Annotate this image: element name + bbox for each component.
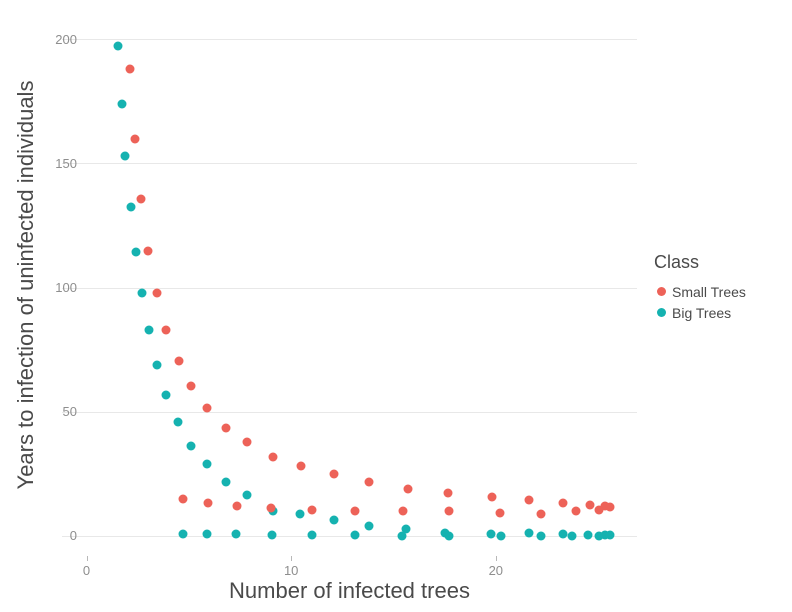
legend: Class Small Trees Big Trees	[652, 252, 746, 323]
y-tick-label: 100	[55, 280, 77, 296]
data-point-big-trees	[444, 531, 454, 541]
data-point-big-trees	[202, 459, 212, 469]
data-point-small-trees	[161, 325, 171, 335]
data-point-big-trees	[594, 531, 604, 541]
data-point-small-trees	[329, 469, 339, 479]
gridline-y-50	[62, 411, 637, 413]
data-point-big-trees	[536, 531, 546, 541]
legend-title: Class	[654, 252, 700, 272]
data-point-small-trees	[178, 494, 188, 504]
y-tick-label: 50	[62, 404, 77, 420]
data-point-small-trees	[125, 64, 135, 74]
x-tick-label: 20	[488, 563, 504, 578]
data-point-big-trees	[186, 441, 196, 451]
data-point-small-trees	[268, 452, 278, 462]
data-point-small-trees	[585, 500, 595, 510]
data-point-big-trees	[267, 530, 277, 540]
data-point-big-trees	[558, 529, 568, 539]
data-point-big-trees	[583, 530, 593, 540]
data-point-big-trees	[605, 530, 615, 540]
legend-item-label: Big Trees	[672, 304, 732, 321]
data-point-small-trees	[594, 505, 604, 515]
data-point-big-trees	[242, 490, 252, 500]
y-tick-label: 200	[55, 31, 77, 47]
data-point-big-trees	[295, 509, 305, 519]
data-point-small-trees	[444, 506, 454, 516]
data-point-big-trees	[524, 528, 534, 538]
data-point-small-trees	[605, 502, 615, 512]
data-point-big-trees	[364, 521, 374, 531]
data-point-small-trees	[307, 505, 317, 515]
x-tick-mark	[86, 556, 88, 561]
data-point-small-trees	[350, 506, 360, 516]
data-point-big-trees	[144, 325, 154, 335]
x-tick-mark	[495, 556, 497, 561]
data-point-big-trees	[350, 530, 360, 540]
data-point-big-trees	[178, 529, 188, 539]
gridline-y-100	[62, 287, 637, 289]
gridline-y-200	[62, 39, 637, 41]
gridline-y-150	[62, 163, 637, 165]
data-point-small-trees	[232, 501, 242, 511]
data-point-small-trees	[571, 506, 581, 516]
data-point-small-trees	[398, 506, 408, 516]
data-point-small-trees	[221, 423, 231, 433]
y-tick-label: 0	[69, 528, 77, 544]
data-point-big-trees	[120, 151, 130, 161]
data-point-big-trees	[137, 288, 147, 298]
data-point-big-trees	[231, 529, 241, 539]
data-point-small-trees	[495, 508, 505, 518]
data-point-small-trees	[536, 509, 546, 519]
data-point-big-trees	[397, 531, 407, 541]
data-point-small-trees	[487, 492, 497, 502]
data-point-big-trees	[329, 515, 339, 525]
legend-item-small-trees[interactable]: Small Trees	[652, 281, 746, 302]
x-tick-label: 10	[283, 563, 299, 578]
small-trees-marker-icon	[657, 287, 666, 296]
data-point-small-trees	[202, 403, 212, 413]
data-point-big-trees	[567, 531, 577, 541]
data-point-small-trees	[136, 194, 146, 204]
data-point-small-trees	[186, 381, 196, 391]
data-point-small-trees	[266, 503, 276, 513]
data-point-big-trees	[307, 530, 317, 540]
data-point-big-trees	[496, 531, 506, 541]
data-point-big-trees	[126, 202, 136, 212]
data-point-small-trees	[364, 477, 374, 487]
data-point-small-trees	[203, 498, 213, 508]
data-point-small-trees	[143, 246, 153, 256]
data-point-big-trees	[161, 390, 171, 400]
data-point-big-trees	[173, 417, 183, 427]
data-point-small-trees	[130, 134, 140, 144]
big-trees-marker-icon	[657, 308, 666, 317]
data-point-small-trees	[242, 437, 252, 447]
x-tick-mark	[291, 556, 293, 561]
y-tick-label: 150	[55, 155, 77, 171]
data-point-big-trees	[401, 524, 411, 534]
x-tick-label: 0	[82, 563, 91, 578]
data-point-small-trees	[403, 484, 413, 494]
gridline-y-0	[62, 535, 637, 537]
legend-item-big-trees[interactable]: Big Trees	[652, 302, 746, 323]
data-point-big-trees	[113, 41, 123, 51]
x-axis-title: Number of infected trees	[229, 578, 470, 603]
data-point-small-trees	[558, 498, 568, 508]
data-point-small-trees	[174, 356, 184, 366]
plot-area	[62, 31, 637, 555]
legend-item-label: Small Trees	[672, 283, 746, 300]
data-point-small-trees	[524, 495, 534, 505]
data-point-small-trees	[600, 501, 610, 511]
data-point-big-trees	[117, 99, 127, 109]
data-point-small-trees	[443, 488, 453, 498]
data-point-small-trees	[152, 288, 162, 298]
data-point-big-trees	[152, 360, 162, 370]
data-point-big-trees	[131, 247, 141, 257]
data-point-big-trees	[486, 529, 496, 539]
data-point-small-trees	[296, 461, 306, 471]
data-point-big-trees	[202, 529, 212, 539]
data-point-big-trees	[221, 477, 231, 487]
data-point-big-trees	[600, 530, 610, 540]
